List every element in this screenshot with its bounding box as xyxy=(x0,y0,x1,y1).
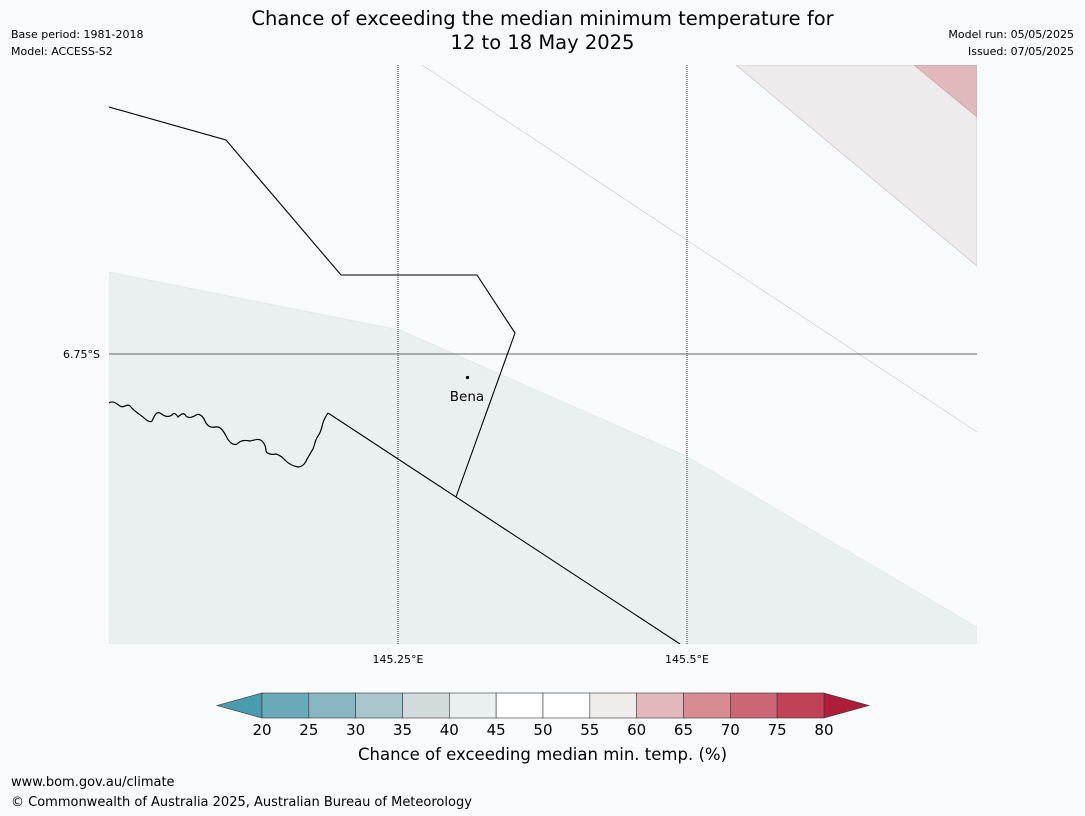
colorbar-under-arrow xyxy=(215,692,263,719)
colorbar-swatch xyxy=(542,692,591,719)
lon-label-1: 145.25°E xyxy=(373,653,424,666)
province-border-south xyxy=(327,412,681,644)
colorbar-tick-label: 50 xyxy=(533,721,552,739)
map-title: Chance of exceeding the median minimum t… xyxy=(0,7,1085,55)
meta-right: Model run: 05/05/2025 Issued: 07/05/2025 xyxy=(948,26,1074,60)
colorbar-tick-label: 45 xyxy=(487,721,506,739)
river xyxy=(109,401,329,468)
band-40-45 xyxy=(109,271,977,644)
colorbar-swatch xyxy=(636,692,684,719)
colorbar: 20 25 30 35 40 45 50 55 60 65 70 75 80 xyxy=(215,692,871,739)
meta-left: Base period: 1981-2018 Model: ACCESS-S2 xyxy=(11,26,143,60)
base-period: Base period: 1981-2018 xyxy=(11,28,144,41)
colorbar-swatch xyxy=(308,692,356,719)
colorbar-swatch xyxy=(683,692,731,719)
lon-label-2: 145.5°E xyxy=(665,653,709,666)
map-area: Bena xyxy=(109,65,977,644)
band-60-65 xyxy=(913,65,977,118)
colorbar-tick-label: 20 xyxy=(252,721,271,739)
colorbar-tick-label: 30 xyxy=(346,721,365,739)
faint-contour xyxy=(421,65,977,433)
colorbar-tick-label: 75 xyxy=(768,721,787,739)
colorbar-tick-label: 60 xyxy=(627,721,646,739)
title-line-1: Chance of exceeding the median minimum t… xyxy=(251,7,834,30)
colorbar-tick-label: 40 xyxy=(440,721,459,739)
footer-url: www.bom.gov.au/climate xyxy=(11,775,175,790)
colorbar-swatch xyxy=(449,692,497,719)
colorbar-swatch xyxy=(355,692,403,719)
colorbar-tick-label: 55 xyxy=(580,721,599,739)
colorbar-over-arrow xyxy=(823,692,871,719)
model-name: Model: ACCESS-S2 xyxy=(11,45,113,58)
title-line-2: 12 to 18 May 2025 xyxy=(450,31,635,54)
town-label: Bena xyxy=(450,389,484,405)
colorbar-tick-label: 65 xyxy=(674,721,693,739)
colorbar-swatch xyxy=(402,692,450,719)
colorbar-swatch xyxy=(589,692,637,719)
issued-date: Issued: 07/05/2025 xyxy=(967,45,1074,58)
town-marker xyxy=(465,375,470,380)
band-55-60 xyxy=(735,65,977,267)
colorbar-tick-label: 25 xyxy=(299,721,318,739)
colorbar-tick-label: 70 xyxy=(721,721,740,739)
colorbar-tick-label: 80 xyxy=(814,721,833,739)
province-border-north xyxy=(109,106,516,498)
colorbar-tick-label: 35 xyxy=(393,721,412,739)
model-run: Model run: 05/05/2025 xyxy=(948,28,1074,41)
colorbar-swatch xyxy=(729,692,778,719)
colorbar-title: Chance of exceeding median min. temp. (%… xyxy=(357,745,728,764)
colorbar-swatch xyxy=(261,692,310,719)
lat-label: 6.75°S xyxy=(63,348,100,361)
colorbar-swatch xyxy=(776,692,825,719)
colorbar-swatch xyxy=(495,692,544,719)
footer-copyright: © Commonwealth of Australia 2025, Austra… xyxy=(11,795,472,810)
